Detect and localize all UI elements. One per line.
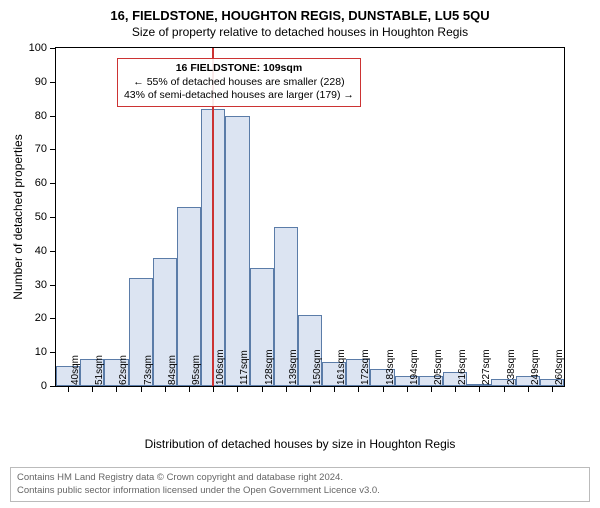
x-tick xyxy=(213,386,214,392)
y-tick-label: 90 xyxy=(21,76,47,88)
y-tick xyxy=(50,386,56,387)
x-tick xyxy=(262,386,263,392)
annotation-line-3: 43% of semi-detached houses are larger (… xyxy=(124,89,354,103)
x-tick xyxy=(189,386,190,392)
y-tick-label: 20 xyxy=(21,312,47,324)
license-line-1: Contains HM Land Registry data © Crown c… xyxy=(17,472,583,484)
x-tick-label: 216sqm xyxy=(457,349,468,385)
x-axis-label: Distribution of detached houses by size … xyxy=(0,437,600,451)
x-tick xyxy=(504,386,505,392)
x-tick xyxy=(455,386,456,392)
y-tick-label: 0 xyxy=(21,380,47,392)
x-tick xyxy=(141,386,142,392)
y-tick xyxy=(50,149,56,150)
x-tick xyxy=(286,386,287,392)
y-tick xyxy=(50,217,56,218)
y-tick xyxy=(50,285,56,286)
y-tick xyxy=(50,352,56,353)
x-tick-label: 260sqm xyxy=(554,349,565,385)
y-tick xyxy=(50,82,56,83)
y-tick xyxy=(50,48,56,49)
x-tick xyxy=(383,386,384,392)
x-tick xyxy=(407,386,408,392)
x-tick xyxy=(552,386,553,392)
license-line-2: Contains public sector information licen… xyxy=(17,485,583,497)
y-tick xyxy=(50,251,56,252)
x-tick xyxy=(165,386,166,392)
y-tick xyxy=(50,318,56,319)
chart-plot-area: Number of detached properties 0102030405… xyxy=(55,47,565,387)
chart-title-sub: Size of property relative to detached ho… xyxy=(0,25,600,39)
y-tick-label: 80 xyxy=(21,110,47,122)
annotation-box: 16 FIELDSTONE: 109sqm← 55% of detached h… xyxy=(117,58,361,107)
x-tick xyxy=(334,386,335,392)
x-tick xyxy=(68,386,69,392)
license-box: Contains HM Land Registry data © Crown c… xyxy=(10,467,590,502)
annotation-line-2: ← 55% of detached houses are smaller (22… xyxy=(124,76,354,90)
x-tick xyxy=(431,386,432,392)
x-tick xyxy=(310,386,311,392)
y-tick xyxy=(50,183,56,184)
y-tick-label: 70 xyxy=(21,143,47,155)
y-tick-label: 100 xyxy=(21,42,47,54)
y-tick-label: 10 xyxy=(21,346,47,358)
chart-container: 16, FIELDSTONE, HOUGHTON REGIS, DUNSTABL… xyxy=(0,8,600,508)
annotation-line-1: 16 FIELDSTONE: 109sqm xyxy=(124,62,354,76)
x-tick xyxy=(92,386,93,392)
chart-title-main: 16, FIELDSTONE, HOUGHTON REGIS, DUNSTABL… xyxy=(0,8,600,23)
y-tick-label: 50 xyxy=(21,211,47,223)
x-tick xyxy=(116,386,117,392)
histogram-bar xyxy=(225,116,249,386)
y-tick xyxy=(50,116,56,117)
x-tick xyxy=(528,386,529,392)
x-tick xyxy=(237,386,238,392)
x-tick xyxy=(479,386,480,392)
y-tick-label: 30 xyxy=(21,279,47,291)
y-tick-label: 60 xyxy=(21,177,47,189)
y-tick-label: 40 xyxy=(21,245,47,257)
x-tick xyxy=(358,386,359,392)
